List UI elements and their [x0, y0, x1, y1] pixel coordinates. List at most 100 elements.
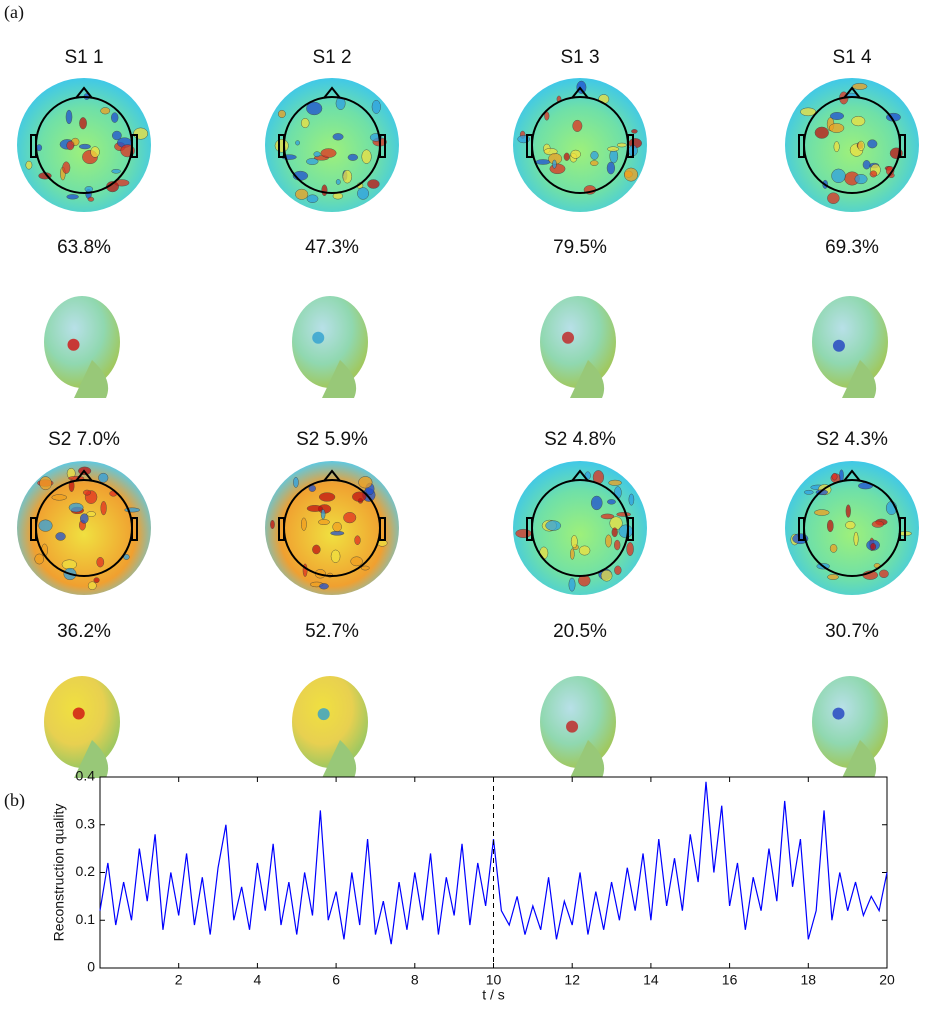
head-render	[812, 296, 888, 398]
head-spot	[317, 708, 330, 721]
head-render	[812, 676, 888, 778]
scalp-blob	[839, 469, 844, 482]
scalp-blob	[295, 140, 300, 146]
x-tick-label: 14	[643, 972, 659, 988]
scalp-blob	[614, 539, 621, 551]
x-axis-label: t / s	[482, 987, 505, 1003]
head-shape	[44, 676, 120, 768]
head-shape	[292, 296, 368, 388]
y-tick-label: 0.1	[76, 911, 96, 927]
nose	[843, 86, 861, 99]
face	[74, 740, 109, 778]
scalp-map	[513, 461, 647, 595]
scalp-blob	[626, 542, 634, 556]
scalp-blob	[852, 83, 868, 90]
scalp-blob	[39, 476, 52, 491]
scalp-blob	[606, 161, 616, 175]
scalp-blob	[87, 581, 97, 591]
ear	[899, 134, 906, 158]
scalp-disc	[785, 78, 919, 212]
scalp-blob	[34, 553, 45, 565]
ear	[627, 134, 634, 158]
scalp-blob	[572, 119, 583, 132]
nose	[843, 469, 861, 482]
scalp-blob	[306, 194, 319, 203]
scalp-blob	[79, 117, 87, 130]
scalp-blob	[831, 168, 846, 183]
scalp-disc	[513, 78, 647, 212]
nose	[571, 469, 589, 482]
x-tick-label: 16	[722, 972, 738, 988]
x-tick-label: 6	[332, 972, 340, 988]
scalp-blob	[332, 133, 344, 141]
nose	[571, 86, 589, 99]
head-spot	[72, 707, 85, 720]
variance-label: 47.3%	[305, 237, 359, 258]
head-render	[540, 296, 616, 398]
scalp-blob	[274, 138, 289, 153]
ear	[798, 517, 805, 541]
y-axis-label: Reconstruction quality	[51, 804, 67, 942]
map-title: S1 2	[312, 47, 351, 68]
scalp-blob	[93, 577, 100, 584]
scalp-blob	[857, 140, 865, 151]
variance-label: 30.7%	[825, 621, 879, 642]
scalp-blob	[607, 499, 616, 505]
scalp-blob	[51, 494, 68, 501]
scalp-blob	[78, 143, 91, 150]
scalp-blob	[616, 142, 627, 148]
scalp-blob	[845, 521, 856, 530]
y-tick-label: 0.3	[76, 815, 96, 831]
scalp-blob	[38, 519, 53, 532]
map-title: S2 4.3%	[816, 429, 888, 450]
scalp-map	[265, 461, 399, 595]
x-tick-label: 20	[879, 972, 895, 988]
scalp-blob	[342, 169, 353, 184]
scalp-blob	[853, 531, 859, 547]
x-tick-label: 12	[564, 972, 580, 988]
head-shape	[540, 676, 616, 768]
panel-label: (b)	[4, 790, 25, 811]
scalp-blob	[79, 513, 89, 524]
scalp-blob	[829, 544, 838, 553]
data-line	[99, 781, 888, 945]
scalp-blob	[62, 161, 71, 174]
y-tick-label: 0.2	[76, 863, 96, 879]
scalp-blob	[332, 521, 342, 532]
scalp-blob	[552, 159, 557, 169]
scalp-blob	[306, 158, 319, 165]
ear	[627, 517, 634, 541]
scalp-blob	[623, 167, 639, 182]
scalp-blob	[607, 146, 620, 152]
y-tick-label: 0.4	[76, 768, 96, 784]
variance-label: 36.2%	[57, 621, 111, 642]
head-render	[540, 676, 616, 778]
scalp-blob	[295, 188, 309, 200]
ear	[30, 517, 37, 541]
scalp-map	[265, 78, 399, 212]
head-shape	[812, 296, 888, 388]
face	[570, 360, 605, 398]
scalp-blob	[826, 519, 834, 533]
scalp-map	[17, 78, 151, 212]
scalp-blob	[614, 565, 622, 575]
scalp-blob	[318, 519, 330, 526]
ear	[526, 517, 533, 541]
scalp-blob	[563, 152, 570, 161]
scalp-blob	[549, 163, 566, 175]
map-title: S1 1	[64, 47, 103, 68]
scalp-map	[513, 78, 647, 212]
scalp-blob	[867, 139, 878, 149]
scalp-blob	[545, 520, 562, 531]
scalp-blob	[590, 160, 599, 166]
scalp-blob	[66, 194, 79, 200]
variance-label: 69.3%	[825, 237, 879, 258]
scalp-blob	[871, 520, 884, 528]
face	[842, 740, 877, 778]
ear	[379, 517, 386, 541]
ear	[30, 134, 37, 158]
scalp-blob	[100, 107, 111, 115]
scalp-blob	[361, 149, 372, 164]
